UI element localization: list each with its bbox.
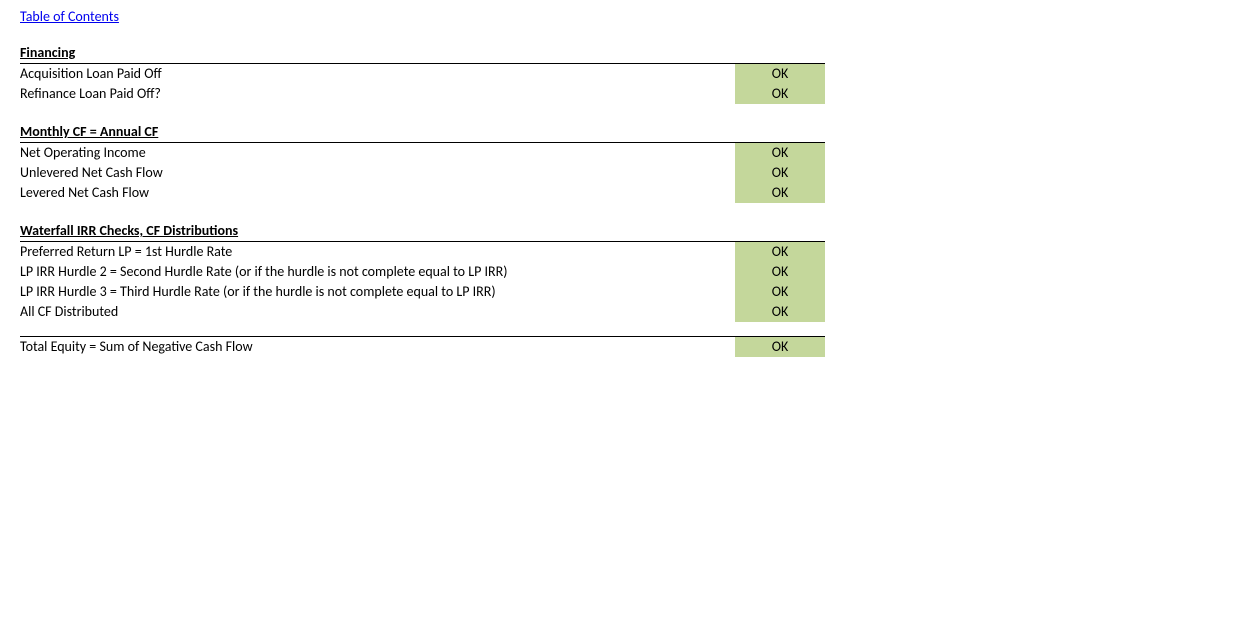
check-label: LP IRR Hurdle 2 = Second Hurdle Rate (or… <box>20 262 735 282</box>
check-label: LP IRR Hurdle 3 = Third Hurdle Rate (or … <box>20 282 735 302</box>
check-label: Preferred Return LP = 1st Hurdle Rate <box>20 242 735 262</box>
check-row: Net Operating Income OK <box>20 143 825 163</box>
check-label: Acquisition Loan Paid Off <box>20 64 735 84</box>
check-row: Preferred Return LP = 1st Hurdle Rate OK <box>20 242 825 262</box>
check-row: Unlevered Net Cash Flow OK <box>20 163 825 183</box>
status-badge: OK <box>735 143 825 163</box>
status-header-blank <box>735 122 825 142</box>
check-label: All CF Distributed <box>20 302 735 322</box>
table-of-contents-link[interactable]: Table of Contents <box>20 8 119 25</box>
section-title: Waterfall IRR Checks, CF Distributions <box>20 221 735 241</box>
check-label: Net Operating Income <box>20 143 735 163</box>
status-header-blank <box>735 43 825 63</box>
status-badge: OK <box>735 64 825 84</box>
check-row: LP IRR Hurdle 3 = Third Hurdle Rate (or … <box>20 282 825 302</box>
status-badge: OK <box>735 302 825 322</box>
check-row-total-equity: Total Equity = Sum of Negative Cash Flow… <box>20 337 825 357</box>
section-header-monthly: Monthly CF = Annual CF <box>20 122 825 143</box>
check-row: Refinance Loan Paid Off? OK <box>20 84 825 104</box>
section-waterfall: Waterfall IRR Checks, CF Distributions P… <box>20 221 1232 322</box>
section-header-financing: Financing <box>20 43 825 64</box>
check-label: Total Equity = Sum of Negative Cash Flow <box>20 337 735 357</box>
status-badge: OK <box>735 282 825 302</box>
status-badge: OK <box>735 163 825 183</box>
status-header-blank <box>735 221 825 241</box>
check-row: Levered Net Cash Flow OK <box>20 183 825 203</box>
section-header-waterfall: Waterfall IRR Checks, CF Distributions <box>20 221 825 242</box>
check-row: Acquisition Loan Paid Off OK <box>20 64 825 84</box>
check-label: Refinance Loan Paid Off? <box>20 84 735 104</box>
status-badge: OK <box>735 337 825 357</box>
check-row: All CF Distributed OK <box>20 302 825 322</box>
check-label: Levered Net Cash Flow <box>20 183 735 203</box>
check-row: LP IRR Hurdle 2 = Second Hurdle Rate (or… <box>20 262 825 282</box>
check-label: Unlevered Net Cash Flow <box>20 163 735 183</box>
section-monthly-cf: Monthly CF = Annual CF Net Operating Inc… <box>20 122 1232 203</box>
status-badge: OK <box>735 183 825 203</box>
section-title: Monthly CF = Annual CF <box>20 122 735 142</box>
section-financing: Financing Acquisition Loan Paid Off OK R… <box>20 43 1232 104</box>
status-badge: OK <box>735 242 825 262</box>
status-badge: OK <box>735 84 825 104</box>
status-badge: OK <box>735 262 825 282</box>
section-title: Financing <box>20 43 735 63</box>
